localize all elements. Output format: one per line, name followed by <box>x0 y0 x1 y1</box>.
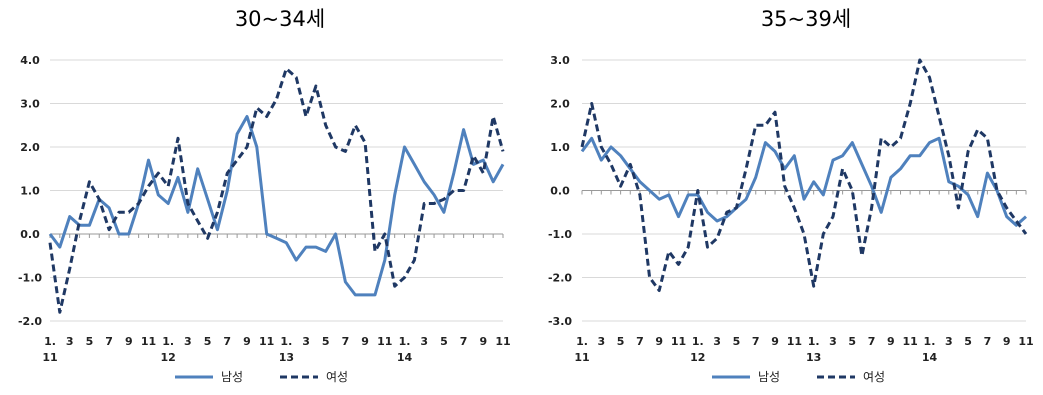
x-tick-label: 11 <box>495 335 510 348</box>
x-tick-label: 7 <box>752 335 760 348</box>
x-tick-year-label: 11 <box>574 351 589 364</box>
x-tick-label: 1. <box>162 335 174 348</box>
x-tick-label: 7 <box>636 335 644 348</box>
x-tick-label: 1. <box>280 335 292 348</box>
series-line-male <box>580 136 1028 227</box>
x-tick-label: 3 <box>420 335 428 348</box>
x-tick-year-label: 14 <box>922 351 938 364</box>
y-tick-label: 2.0 <box>20 141 40 154</box>
x-tick-label: 5 <box>733 335 741 348</box>
chart-panel-35-39: 35~39세 3.02.01.00.0-1.0-2.0-3.0 1.113 5 7 9… <box>548 7 1034 384</box>
x-tick-label: 7 <box>868 335 876 348</box>
x-tick-label: 3 <box>597 335 605 348</box>
series-lines <box>580 58 1028 292</box>
y-tick-label: 3.0 <box>550 54 570 67</box>
x-tick-year-label: 13 <box>806 351 821 364</box>
x-tick-year-label: 11 <box>42 351 57 364</box>
x-tick-label: 3 <box>302 335 310 348</box>
y-tick-label: -2.0 <box>548 272 572 285</box>
y-axis-ticks: 4.0 3.0 2.0 1.0 0.0 -1.0 -2.0 <box>18 54 42 328</box>
x-tick-label: 7 <box>984 335 992 348</box>
x-tick-label: 7 <box>223 335 231 348</box>
x-tick-label: 9 <box>1003 335 1011 348</box>
y-tick-label: -1.0 <box>548 228 572 241</box>
y-tick-label: 4.0 <box>20 54 40 67</box>
y-tick-label: 1.0 <box>550 141 570 154</box>
x-tick-label: 3 <box>945 335 953 348</box>
legend: 남성 여성 <box>712 370 885 384</box>
x-tick-label: 5 <box>617 335 625 348</box>
x-tick-label: 3 <box>66 335 74 348</box>
x-tick-label: 9 <box>125 335 133 348</box>
grid-lines <box>50 59 503 322</box>
x-tick-label: 1. <box>576 335 588 348</box>
x-tick-label: 11 <box>671 335 686 348</box>
x-tick-label: 9 <box>243 335 251 348</box>
x-tick-label: 7 <box>105 335 113 348</box>
x-tick-label: 11 <box>259 335 274 348</box>
y-tick-label: 0.0 <box>20 228 40 241</box>
x-tick-label: 5 <box>440 335 448 348</box>
x-tick-label: 5 <box>86 335 94 348</box>
x-tick-year-label: 12 <box>161 351 176 364</box>
x-tick-label: 3 <box>713 335 721 348</box>
legend-entry: 남성 <box>758 370 780 384</box>
legend-entry: 여성 <box>863 370 885 384</box>
x-axis-ticks: 1.113 5 7 9 11 1.123 5 7 9 11 1.133 5 7 9 11 1.143 5 7 9 11 <box>574 335 1033 364</box>
x-tick-label: 11 <box>141 335 156 348</box>
x-tick-label: 1. <box>808 335 820 348</box>
y-tick-label: -1.0 <box>18 272 42 285</box>
x-tick-label: 5 <box>204 335 212 348</box>
x-tick-label: 1. <box>44 335 56 348</box>
x-tick-label: 1. <box>924 335 936 348</box>
x-tick-label: 7 <box>342 335 350 348</box>
x-tick-label: 5 <box>322 335 330 348</box>
x-tick-label: 9 <box>655 335 663 348</box>
series-line-male <box>48 115 505 297</box>
x-tick-label: 1. <box>692 335 704 348</box>
x-tick-label: 11 <box>787 335 802 348</box>
y-tick-label: -2.0 <box>18 315 42 328</box>
chart-panel-30-34: 30~34세 4.03.02.01.00.0-1.0-2.0 1.113 5 7 9 1… <box>18 7 511 384</box>
x-tick-label: 11 <box>903 335 918 348</box>
x-tick-label: 9 <box>479 335 487 348</box>
x-tick-label: 11 <box>1018 335 1033 348</box>
y-axis-ticks: 3.0 2.0 1.0 0.0 -1.0 -2.0 -3.0 <box>548 54 572 328</box>
x-tick-label: 3 <box>829 335 837 348</box>
y-tick-label: -3.0 <box>548 315 572 328</box>
x-axis <box>581 190 1027 195</box>
x-tick-label: 3 <box>184 335 192 348</box>
x-tick-label: 7 <box>460 335 468 348</box>
y-tick-label: 2.0 <box>550 98 570 111</box>
x-tick-label: 9 <box>887 335 895 348</box>
chart-title: 35~39세 <box>761 7 851 31</box>
series-lines <box>48 67 505 314</box>
x-tick-label: 1. <box>399 335 411 348</box>
legend: 남성 여성 <box>175 370 348 384</box>
y-tick-label: 0.0 <box>550 185 570 198</box>
x-axis-ticks: 1.113 5 7 9 11 1.123 5 7 9 11 1.133 5 7 9 11 1.143 5 7 9 11 <box>42 335 510 364</box>
chart-title: 30~34세 <box>235 7 325 31</box>
series-line-female <box>580 58 1028 292</box>
y-tick-label: 1.0 <box>20 185 40 198</box>
x-tick-year-label: 13 <box>279 351 294 364</box>
x-tick-year-label: 12 <box>690 351 705 364</box>
y-tick-label: 3.0 <box>20 98 40 111</box>
x-tick-label: 5 <box>848 335 856 348</box>
x-tick-label: 9 <box>361 335 369 348</box>
legend-entry: 여성 <box>326 370 348 384</box>
x-tick-label: 5 <box>964 335 972 348</box>
x-tick-label: 9 <box>771 335 779 348</box>
legend-entry: 남성 <box>221 370 243 384</box>
x-tick-year-label: 14 <box>397 351 413 364</box>
x-tick-label: 11 <box>377 335 392 348</box>
